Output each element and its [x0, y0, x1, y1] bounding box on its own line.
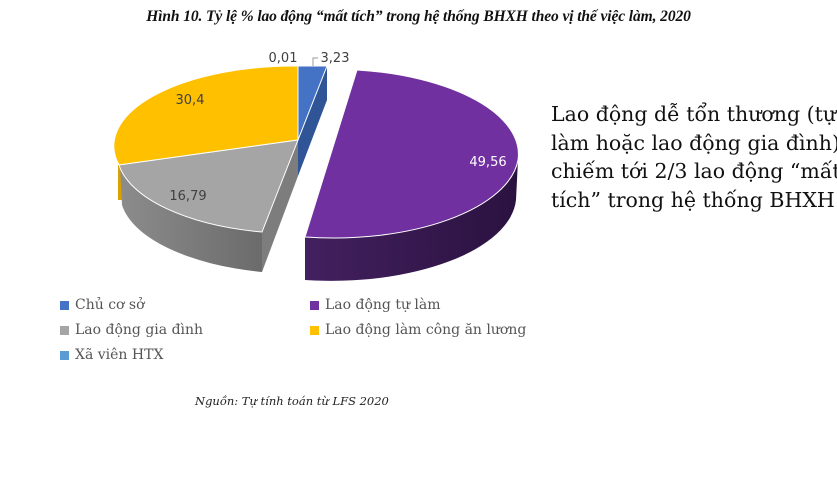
pie-chart: 0,01 3,23 30,4 16,79 49,56 — [113, 51, 519, 281]
legend-swatch — [310, 325, 319, 335]
legend-label: Lao động làm công ăn lương — [325, 322, 527, 338]
legend-item-lam-cong: Lao động làm công ăn lương — [310, 322, 526, 338]
slice-lam-cong-top — [113, 65, 299, 166]
source-note: Nguồn: Tự tính toán từ LFS 2020 — [195, 394, 389, 408]
legend-swatch — [310, 300, 319, 310]
legend-item-tu-lam: Lao động tự làm — [310, 297, 441, 313]
slice-gia-dinh-top — [118, 139, 299, 233]
legend-label: Lao động tự làm — [325, 297, 441, 313]
slice-gia-dinh-side — [120, 166, 262, 272]
slice-tu-lam-top — [304, 69, 519, 239]
legend-swatch — [60, 350, 69, 360]
legend-label: Xã viên HTX — [75, 347, 164, 363]
label-chu-co-so: 3,23 — [321, 51, 350, 66]
slice-chu-co-so-side — [298, 66, 327, 176]
chart-title: Hình 10. Tỷ lệ % lao động “mất tích” tro… — [146, 8, 691, 25]
legend-item-gia-dinh: Lao động gia đình — [60, 322, 203, 338]
label-xa-vien-htx: 0,01 — [269, 51, 298, 66]
legend-item-chu-co-so: Chủ cơ sở — [60, 297, 145, 313]
label-tu-lam: 49,56 — [469, 155, 506, 170]
label-lam-cong: 30,4 — [176, 93, 205, 108]
slice-gia-dinh-cut — [262, 140, 298, 272]
legend-label: Lao động gia đình — [75, 322, 204, 338]
label-gia-dinh: 16,79 — [169, 189, 206, 204]
legend-swatch — [60, 300, 69, 310]
annotation-text: Lao động dễ tổn thương (tự làm hoặc lao … — [551, 102, 837, 212]
legend-item-xa-vien-htx: Xã viên HTX — [60, 347, 163, 363]
legend-swatch — [60, 325, 69, 335]
legend-label: Chủ cơ sở — [75, 297, 145, 313]
slice-tu-lam-side — [305, 160, 518, 281]
leader-line — [312, 57, 318, 66]
